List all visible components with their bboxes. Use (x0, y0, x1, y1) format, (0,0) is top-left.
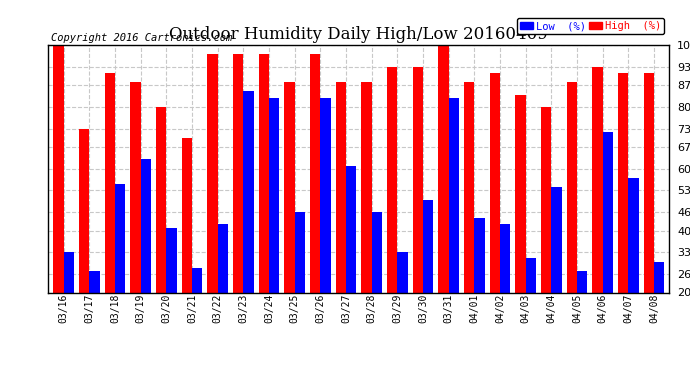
Bar (233, 54, 244, 354)
Bar (346, 166, 356, 354)
Bar (644, 73, 654, 354)
Bar (541, 107, 551, 354)
Text: Copyright 2016 Cartronics.com: Copyright 2016 Cartronics.com (51, 33, 233, 42)
Bar (63, 252, 74, 354)
Bar (244, 92, 254, 354)
Bar (526, 258, 536, 354)
Bar (577, 271, 587, 354)
Bar (217, 224, 228, 354)
Bar (372, 212, 382, 354)
Bar (269, 98, 279, 354)
Bar (654, 262, 664, 354)
Bar (115, 184, 126, 354)
Bar (500, 224, 510, 354)
Bar (397, 252, 408, 354)
Bar (490, 73, 500, 354)
Bar (310, 54, 320, 354)
Bar (602, 132, 613, 354)
Bar (53, 45, 63, 354)
Bar (628, 178, 638, 354)
Bar (438, 45, 449, 354)
Bar (423, 200, 433, 354)
Bar (295, 212, 305, 354)
Bar (192, 268, 202, 354)
Bar (474, 218, 484, 354)
Bar (79, 129, 90, 354)
Bar (130, 82, 141, 354)
Bar (464, 82, 474, 354)
Bar (284, 82, 295, 354)
Bar (181, 138, 192, 354)
Bar (618, 73, 628, 354)
Bar (413, 67, 423, 354)
Bar (448, 98, 459, 354)
Bar (208, 54, 217, 354)
Bar (166, 228, 177, 354)
Bar (105, 73, 115, 354)
Bar (336, 82, 346, 354)
Title: Outdoor Humidity Daily High/Low 20160409: Outdoor Humidity Daily High/Low 20160409 (170, 27, 548, 44)
Legend: Low  (%), High  (%): Low (%), High (%) (518, 18, 664, 34)
Bar (90, 271, 99, 354)
Bar (259, 54, 269, 354)
Bar (387, 67, 397, 354)
Bar (592, 67, 602, 354)
Bar (515, 94, 526, 354)
Bar (566, 82, 577, 354)
Bar (156, 107, 166, 354)
Bar (141, 159, 151, 354)
Bar (362, 82, 372, 354)
Bar (551, 188, 562, 354)
Bar (320, 98, 331, 354)
